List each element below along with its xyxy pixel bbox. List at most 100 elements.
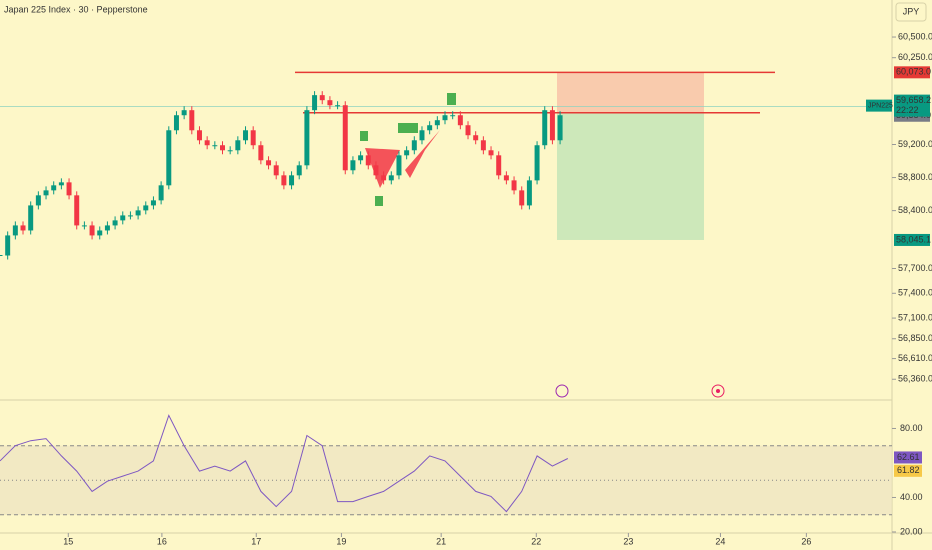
candle-body — [28, 205, 34, 231]
candle-body — [457, 115, 463, 126]
candle-body — [196, 130, 202, 141]
rsi-y-tick-label: 20.00 — [900, 526, 923, 536]
rsi-y-tick-label: 80.00 — [900, 423, 923, 433]
candle-body — [488, 150, 494, 156]
candle-body — [58, 182, 64, 186]
candle-body — [135, 210, 141, 216]
candle-body — [342, 105, 348, 171]
candle-body — [549, 110, 555, 141]
candle-body — [35, 195, 41, 206]
y-tick-label: 56,610.0 — [898, 353, 932, 363]
pattern-point — [447, 93, 456, 105]
currency-label[interactable]: JPY — [903, 6, 920, 16]
x-tick-label: 17 — [251, 536, 261, 546]
last-time: 22:22 — [896, 105, 919, 115]
candle-body — [442, 115, 448, 121]
candle-body — [335, 105, 341, 107]
candle-body — [150, 200, 156, 206]
candle-body — [89, 225, 95, 236]
candle-body — [358, 155, 364, 161]
stop-box — [894, 66, 930, 79]
x-tick-label: 26 — [801, 536, 811, 546]
y-tick-label: 58,800.0 — [898, 172, 932, 182]
rsi-ma-box — [894, 464, 922, 477]
candle-body — [43, 190, 49, 196]
y-tick-label: 60,250.0 — [898, 52, 932, 62]
candle-body — [12, 225, 18, 236]
stop-label: 60,073.0 — [896, 67, 931, 77]
candle-body — [243, 130, 249, 141]
candle-body — [266, 160, 272, 166]
y-tick-label: 58,400.0 — [898, 205, 932, 215]
rsi-band — [0, 445, 892, 515]
candle-body — [51, 185, 57, 191]
candle-body — [189, 110, 195, 131]
y-tick-label: 60,500.0 — [898, 31, 932, 41]
risk-zone — [557, 72, 704, 113]
candle-body — [503, 175, 509, 181]
candle-body — [465, 125, 471, 136]
candle-body — [20, 225, 26, 231]
y-tick-label: 59,200.0 — [898, 139, 932, 149]
last-box — [894, 94, 930, 117]
candle-body — [74, 195, 80, 226]
candle-body — [526, 180, 532, 206]
y-tick-label: 56,850.0 — [898, 333, 932, 343]
candle-body — [519, 190, 525, 206]
candle-body — [173, 115, 179, 131]
candle-body — [419, 130, 425, 141]
candle-body — [296, 165, 302, 176]
candle-body — [534, 145, 540, 181]
pattern-point — [398, 123, 418, 133]
y-tick-label: 56,360.0 — [898, 374, 932, 384]
y-tick-label: 57,400.0 — [898, 288, 932, 298]
candle-body — [258, 145, 264, 161]
y-tick-label: 57,700.0 — [898, 263, 932, 273]
target-label: 58,045.1 — [896, 234, 931, 244]
candle-body — [434, 120, 440, 126]
reward-zone — [557, 112, 704, 240]
x-tick-label: 21 — [436, 536, 446, 546]
candle-body — [327, 100, 333, 106]
rsi-last-box — [894, 451, 922, 464]
x-tick-label: 15 — [63, 536, 73, 546]
candle-body — [381, 175, 387, 181]
candle-body — [235, 140, 241, 151]
candle-body — [158, 185, 164, 201]
candle-body — [411, 140, 417, 151]
candle-body — [273, 165, 279, 176]
candle-body — [204, 140, 210, 146]
candle-body — [427, 125, 433, 131]
symbol-label: JPN225 — [868, 102, 893, 109]
rsi-ma-label: 61.82 — [897, 465, 920, 475]
candle-body — [181, 110, 187, 116]
chart-title: Japan 225 Index · 30 · Pepperstone — [4, 4, 148, 14]
candle-body — [319, 95, 325, 101]
candle-body — [557, 115, 563, 141]
symbol-box — [866, 99, 892, 112]
rsi-line — [0, 414, 569, 513]
candle-body — [212, 145, 218, 147]
event-icon[interactable] — [555, 384, 569, 398]
x-tick-label: 24 — [715, 536, 725, 546]
candle-body — [250, 130, 256, 146]
pattern-point — [375, 196, 383, 206]
candle-body — [227, 150, 233, 152]
x-tick-label: 16 — [157, 536, 167, 546]
event-icon-dot — [716, 389, 720, 393]
candle-body — [220, 145, 225, 151]
candle-body — [5, 235, 11, 256]
candle-body — [97, 230, 103, 236]
last-label: 59,658.2 — [896, 95, 931, 105]
candle-body — [66, 182, 72, 196]
candle-body — [143, 205, 149, 211]
candle-body — [511, 180, 517, 191]
candle-body — [480, 140, 486, 151]
x-tick-label: 23 — [623, 536, 633, 546]
candle-body — [112, 220, 118, 226]
candle-body — [373, 165, 379, 176]
currency-button[interactable] — [895, 2, 927, 22]
candle-body — [127, 215, 133, 217]
candle-body — [404, 150, 410, 156]
event-icon[interactable] — [711, 384, 725, 398]
